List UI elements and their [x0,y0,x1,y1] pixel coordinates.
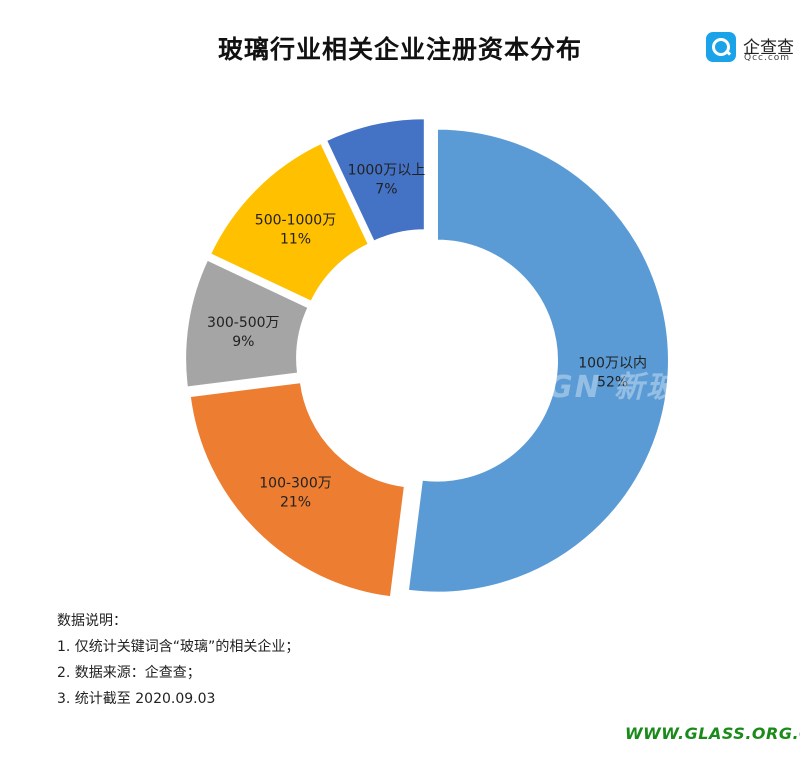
note-item: 2. 数据来源：企查查； [57,665,201,681]
slice-percent-label: 52% [597,375,628,391]
data-notes: 数据说明： 1. 仅统计关键词含“玻璃”的相关企业； 2. 数据来源：企查查； … [57,608,299,712]
notes-heading: 数据说明： [57,613,127,629]
site-url: WWW.GLASS.ORG.CN [625,724,800,743]
donut-slice [188,380,407,599]
slice-category-label: 100-300万 [259,476,332,492]
slice-category-label: 500-1000万 [255,213,336,229]
donut-slice [208,141,371,304]
slice-category-label: 300-500万 [207,315,280,331]
watermark: GN 新玻 [548,370,679,405]
slice-percent-label: 11% [280,232,311,248]
slice-category-label: 1000万以上 [348,163,426,179]
logo-domain: Qcc.com [744,53,791,63]
chart-title: 玻璃行业相关企业注册资本分布 [217,35,582,64]
slice-category-label: 100万以内 [578,356,647,372]
slice-percent-label: 7% [375,182,397,198]
note-item: 3. 统计截至 2020.09.03 [57,691,216,707]
donut-slice [406,127,670,594]
slice-percent-label: 21% [280,495,311,511]
qcc-logo-icon [706,32,736,62]
donut-slice [324,117,426,243]
slice-percent-label: 9% [232,334,254,350]
qcc-logo: 企查查 Qcc.com [706,32,800,66]
logo-name: 企查查 [743,38,794,58]
note-item: 1. 仅统计关键词含“玻璃”的相关企业； [57,639,300,655]
donut-slice [184,258,310,389]
